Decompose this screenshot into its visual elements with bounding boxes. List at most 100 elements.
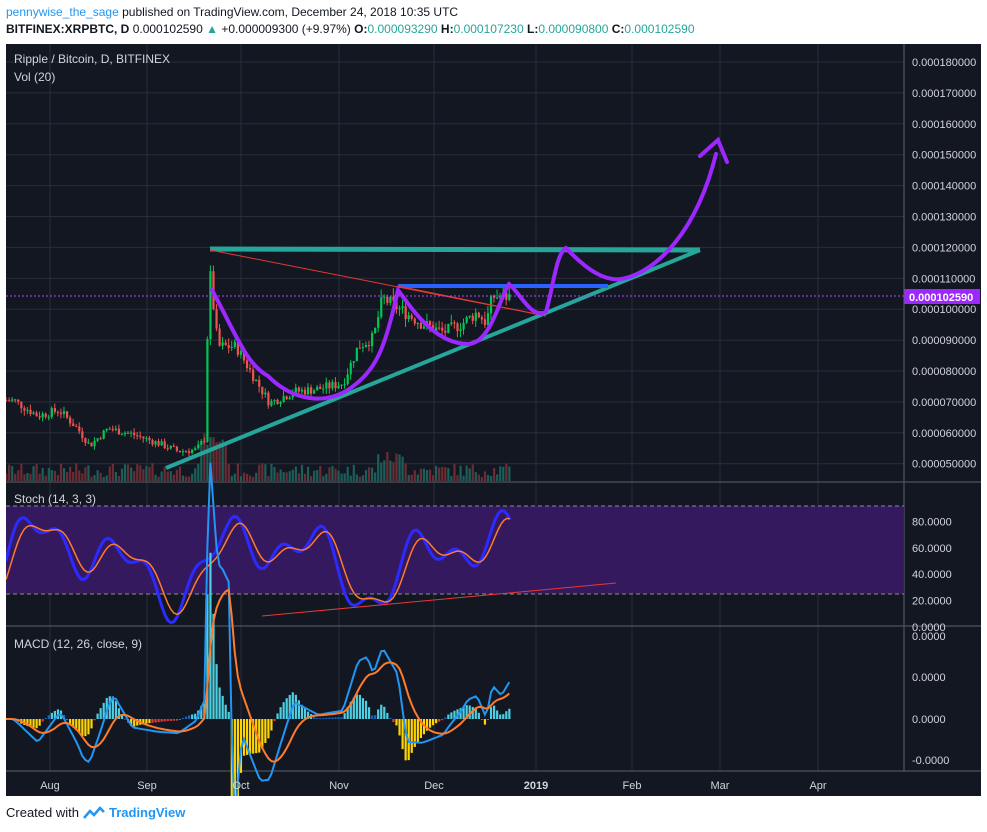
macd-hist-bar (188, 715, 191, 719)
candle-body (114, 428, 117, 431)
volume-bar (245, 473, 249, 481)
y-tick-label: 0.000170000 (912, 88, 976, 100)
candle-body (313, 390, 316, 394)
macd-y-axis: 0.0000 0.0000 0.0000 -0.0000 (912, 631, 949, 767)
volume-bar (47, 467, 50, 481)
volume-bar (87, 465, 90, 481)
volume-bar (361, 475, 365, 481)
volume-bar (288, 471, 291, 481)
macd-hist-bar (459, 708, 462, 719)
candle-body (200, 440, 203, 445)
volume-bar (496, 474, 499, 481)
candle-body (489, 295, 493, 314)
candle-body (349, 362, 352, 375)
macd-hist-bar (328, 717, 331, 719)
macd-hist-bar (69, 719, 72, 725)
candle-body (41, 413, 44, 418)
last-price-tag (904, 289, 980, 304)
candle-body (291, 394, 294, 398)
macd-hist-bar (218, 687, 221, 719)
up-triangle-icon: ▲ (206, 22, 218, 36)
candle-body (468, 315, 471, 318)
candle-body (267, 392, 270, 406)
macd-hist-bar (111, 696, 114, 719)
macd-hist-bar (334, 717, 337, 719)
macd-hist-bar (209, 552, 212, 719)
volume-bar (465, 465, 468, 481)
macd-hist-bar (465, 705, 468, 719)
candle-body (456, 323, 459, 332)
candle-body (66, 411, 69, 418)
volume-bar (96, 470, 99, 481)
created-with-text: Created with (6, 805, 79, 820)
macd-hist-bar (386, 712, 389, 719)
volume-bar (367, 467, 371, 481)
macd-hist-bar (50, 712, 53, 719)
volume-bar (462, 475, 465, 481)
volume-bar (105, 475, 108, 481)
candle-body (120, 434, 124, 436)
candle-body (75, 426, 78, 428)
published-text: published on TradingView.com, December 2… (122, 5, 459, 19)
volume-bar (56, 475, 60, 481)
volume-bar (352, 464, 355, 481)
candle-body (127, 432, 130, 434)
macd-hist-bar (325, 717, 328, 719)
volume-bars (6, 433, 511, 481)
volume-bar (114, 471, 117, 481)
volume-bar (102, 476, 105, 481)
volume-bar (398, 454, 401, 481)
candle-body (178, 450, 182, 453)
volume-bar (428, 469, 432, 481)
macd-hist-bar (245, 719, 249, 755)
close-value: 0.000102590 (624, 22, 695, 36)
close-label: C: (611, 22, 625, 36)
candle-body (270, 401, 273, 406)
volume-bar (59, 463, 63, 481)
low-value: 0.000090800 (538, 22, 609, 36)
volume-bar (230, 475, 233, 481)
x-tick-label: Feb (623, 780, 642, 792)
volume-bar (337, 470, 340, 481)
macd-hist-bar (352, 697, 355, 719)
macd-hist-bar (123, 718, 127, 720)
x-tick-label: Aug (40, 780, 60, 792)
volume-bar (75, 463, 78, 481)
macd-hist-bar (117, 708, 121, 719)
chart-area[interactable]: Ripple / Bitcoin, D, BITFINEX Vol (20) 0… (6, 44, 981, 796)
candle-body (294, 387, 297, 395)
candle-body (35, 412, 38, 417)
macd-hist-bar (148, 719, 151, 724)
candle-body (209, 271, 212, 340)
author-link[interactable]: pennywise_the_sage (6, 5, 119, 19)
candle-body (410, 315, 413, 319)
candle-body (255, 379, 258, 382)
macd-tick-label: 0.0000 (912, 672, 946, 684)
macd-hist-bar (130, 719, 133, 726)
volume-bar (441, 466, 444, 481)
macd-hist-bar (371, 715, 374, 719)
y-tick-label: 0.000100000 (912, 304, 976, 316)
chart-header: pennywise_the_sage published on TradingV… (6, 4, 981, 38)
candle-body (157, 441, 160, 446)
candle-body (99, 438, 102, 440)
candle-body (486, 313, 490, 326)
volume-bar (242, 472, 246, 481)
candle-body (130, 432, 133, 434)
tradingview-brand[interactable]: TradingView (108, 805, 186, 820)
macd-hist-bar (184, 716, 188, 719)
macd-hist-bar (200, 706, 203, 719)
candle-body (310, 387, 313, 394)
macd-hist-bar (374, 715, 377, 719)
macd-hist-bar (236, 719, 239, 796)
candle-body (496, 297, 499, 299)
macd-hist-bar (38, 719, 41, 726)
candle-body (306, 387, 310, 395)
main-y-axis: 0.000180000 0.000170000 0.000160000 0.00015… (912, 57, 976, 471)
macd-hist-bar (157, 719, 160, 723)
volume-bar (377, 454, 380, 481)
volume-bar (178, 466, 182, 481)
volume-bar (224, 445, 227, 481)
macd-hist-bar (416, 719, 419, 743)
candle-body (343, 384, 346, 386)
